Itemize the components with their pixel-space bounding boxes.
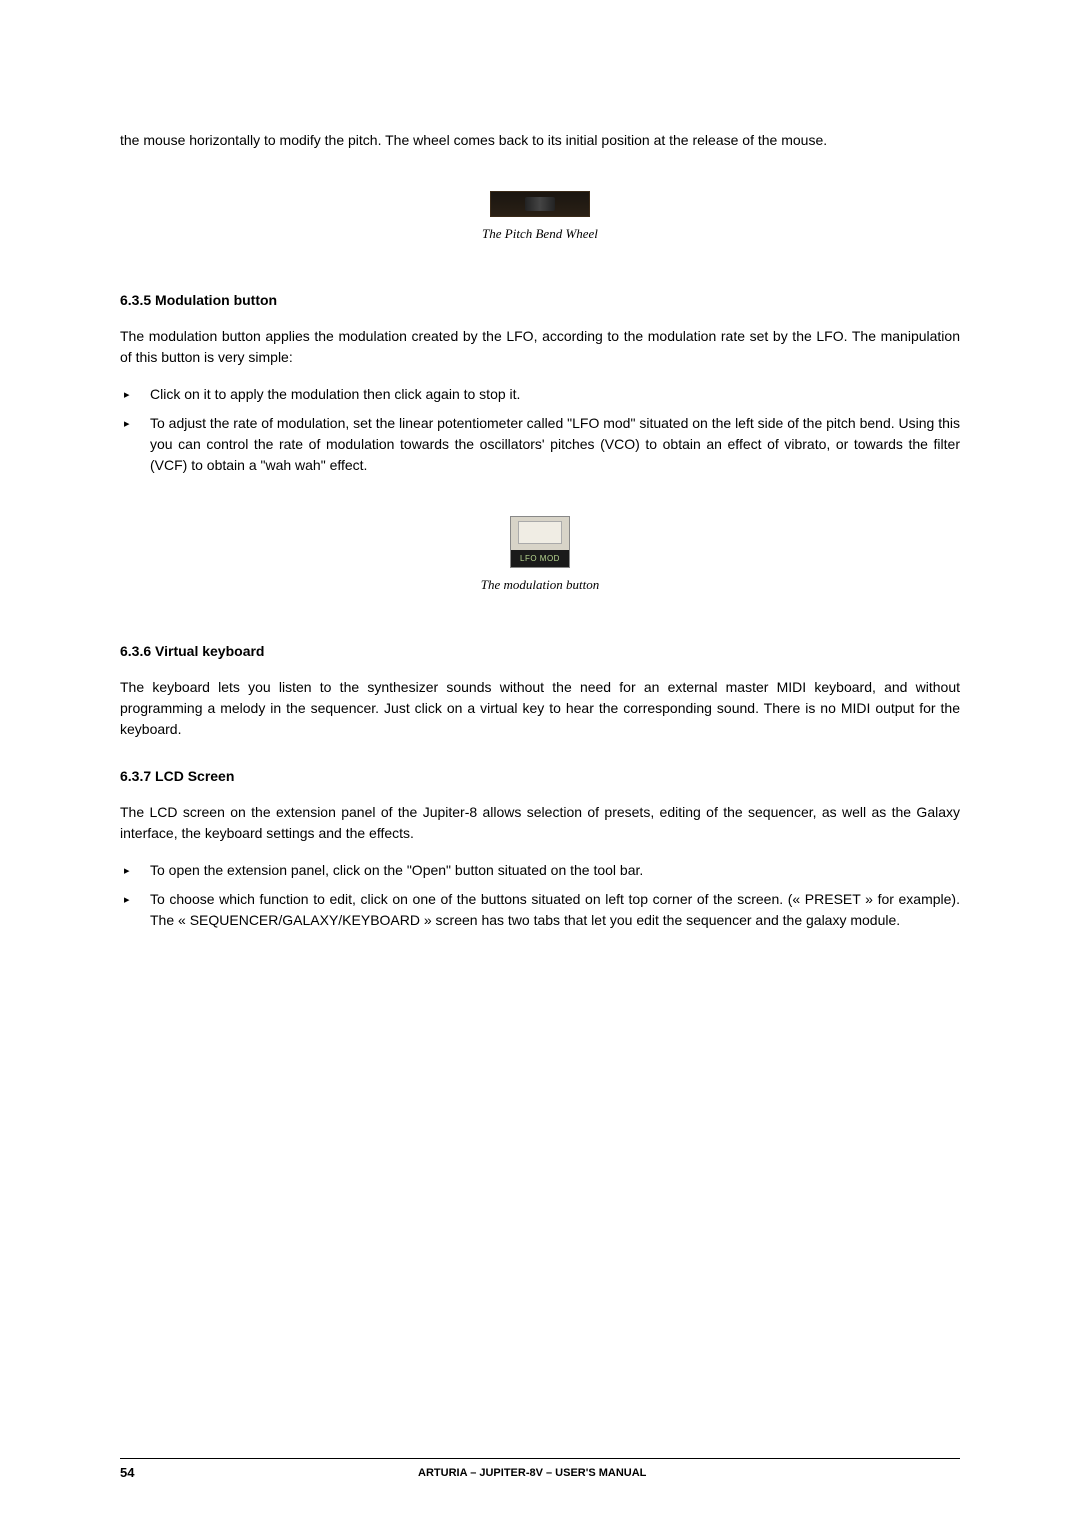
- section-6-3-7-paragraph: The LCD screen on the extension panel of…: [120, 802, 960, 844]
- heading-6-3-5: 6.3.5 Modulation button: [120, 292, 960, 308]
- figure-1-caption: The Pitch Bend Wheel: [120, 226, 960, 242]
- figure-1: The Pitch Bend Wheel: [120, 191, 960, 242]
- bullet-icon: ▸: [120, 413, 150, 433]
- list-item: ▸ To adjust the rate of modulation, set …: [120, 413, 960, 476]
- bullet-text: To open the extension panel, click on th…: [150, 860, 960, 881]
- page-number: 54: [120, 1465, 134, 1480]
- modulation-label: LFO MOD: [511, 550, 569, 568]
- section-6-3-6: 6.3.6 Virtual keyboard The keyboard lets…: [120, 643, 960, 740]
- section-6-3-7-bullets: ▸ To open the extension panel, click on …: [120, 860, 960, 931]
- section-6-3-5-bullets: ▸ Click on it to apply the modulation th…: [120, 384, 960, 476]
- intro-paragraph: the mouse horizontally to modify the pit…: [120, 130, 960, 151]
- bullet-text: To adjust the rate of modulation, set th…: [150, 413, 960, 476]
- page-footer: 54 ARTURIA – JUPITER-8V – USER'S MANUAL: [120, 1458, 960, 1480]
- section-6-3-5-paragraph: The modulation button applies the modula…: [120, 326, 960, 368]
- section-6-3-7: 6.3.7 LCD Screen The LCD screen on the e…: [120, 768, 960, 931]
- bullet-icon: ▸: [120, 384, 150, 404]
- footer-title: ARTURIA – JUPITER-8V – USER'S MANUAL: [134, 1467, 930, 1479]
- section-6-3-5: 6.3.5 Modulation button The modulation b…: [120, 292, 960, 476]
- bullet-icon: ▸: [120, 889, 150, 909]
- list-item: ▸ To open the extension panel, click on …: [120, 860, 960, 881]
- modulation-slot: [518, 521, 562, 544]
- section-6-3-6-paragraph: The keyboard lets you listen to the synt…: [120, 677, 960, 740]
- modulation-button-image: LFO MOD: [510, 516, 570, 568]
- pitch-bend-wheel-image: [490, 191, 590, 217]
- bullet-icon: ▸: [120, 860, 150, 880]
- heading-6-3-7: 6.3.7 LCD Screen: [120, 768, 960, 784]
- footer-divider: [120, 1458, 960, 1459]
- figure-2: LFO MOD The modulation button: [120, 516, 960, 593]
- list-item: ▸ Click on it to apply the modulation th…: [120, 384, 960, 405]
- bullet-text: To choose which function to edit, click …: [150, 889, 960, 931]
- footer-row: 54 ARTURIA – JUPITER-8V – USER'S MANUAL: [120, 1465, 960, 1480]
- heading-6-3-6: 6.3.6 Virtual keyboard: [120, 643, 960, 659]
- figure-2-caption: The modulation button: [120, 577, 960, 593]
- list-item: ▸ To choose which function to edit, clic…: [120, 889, 960, 931]
- bullet-text: Click on it to apply the modulation then…: [150, 384, 960, 405]
